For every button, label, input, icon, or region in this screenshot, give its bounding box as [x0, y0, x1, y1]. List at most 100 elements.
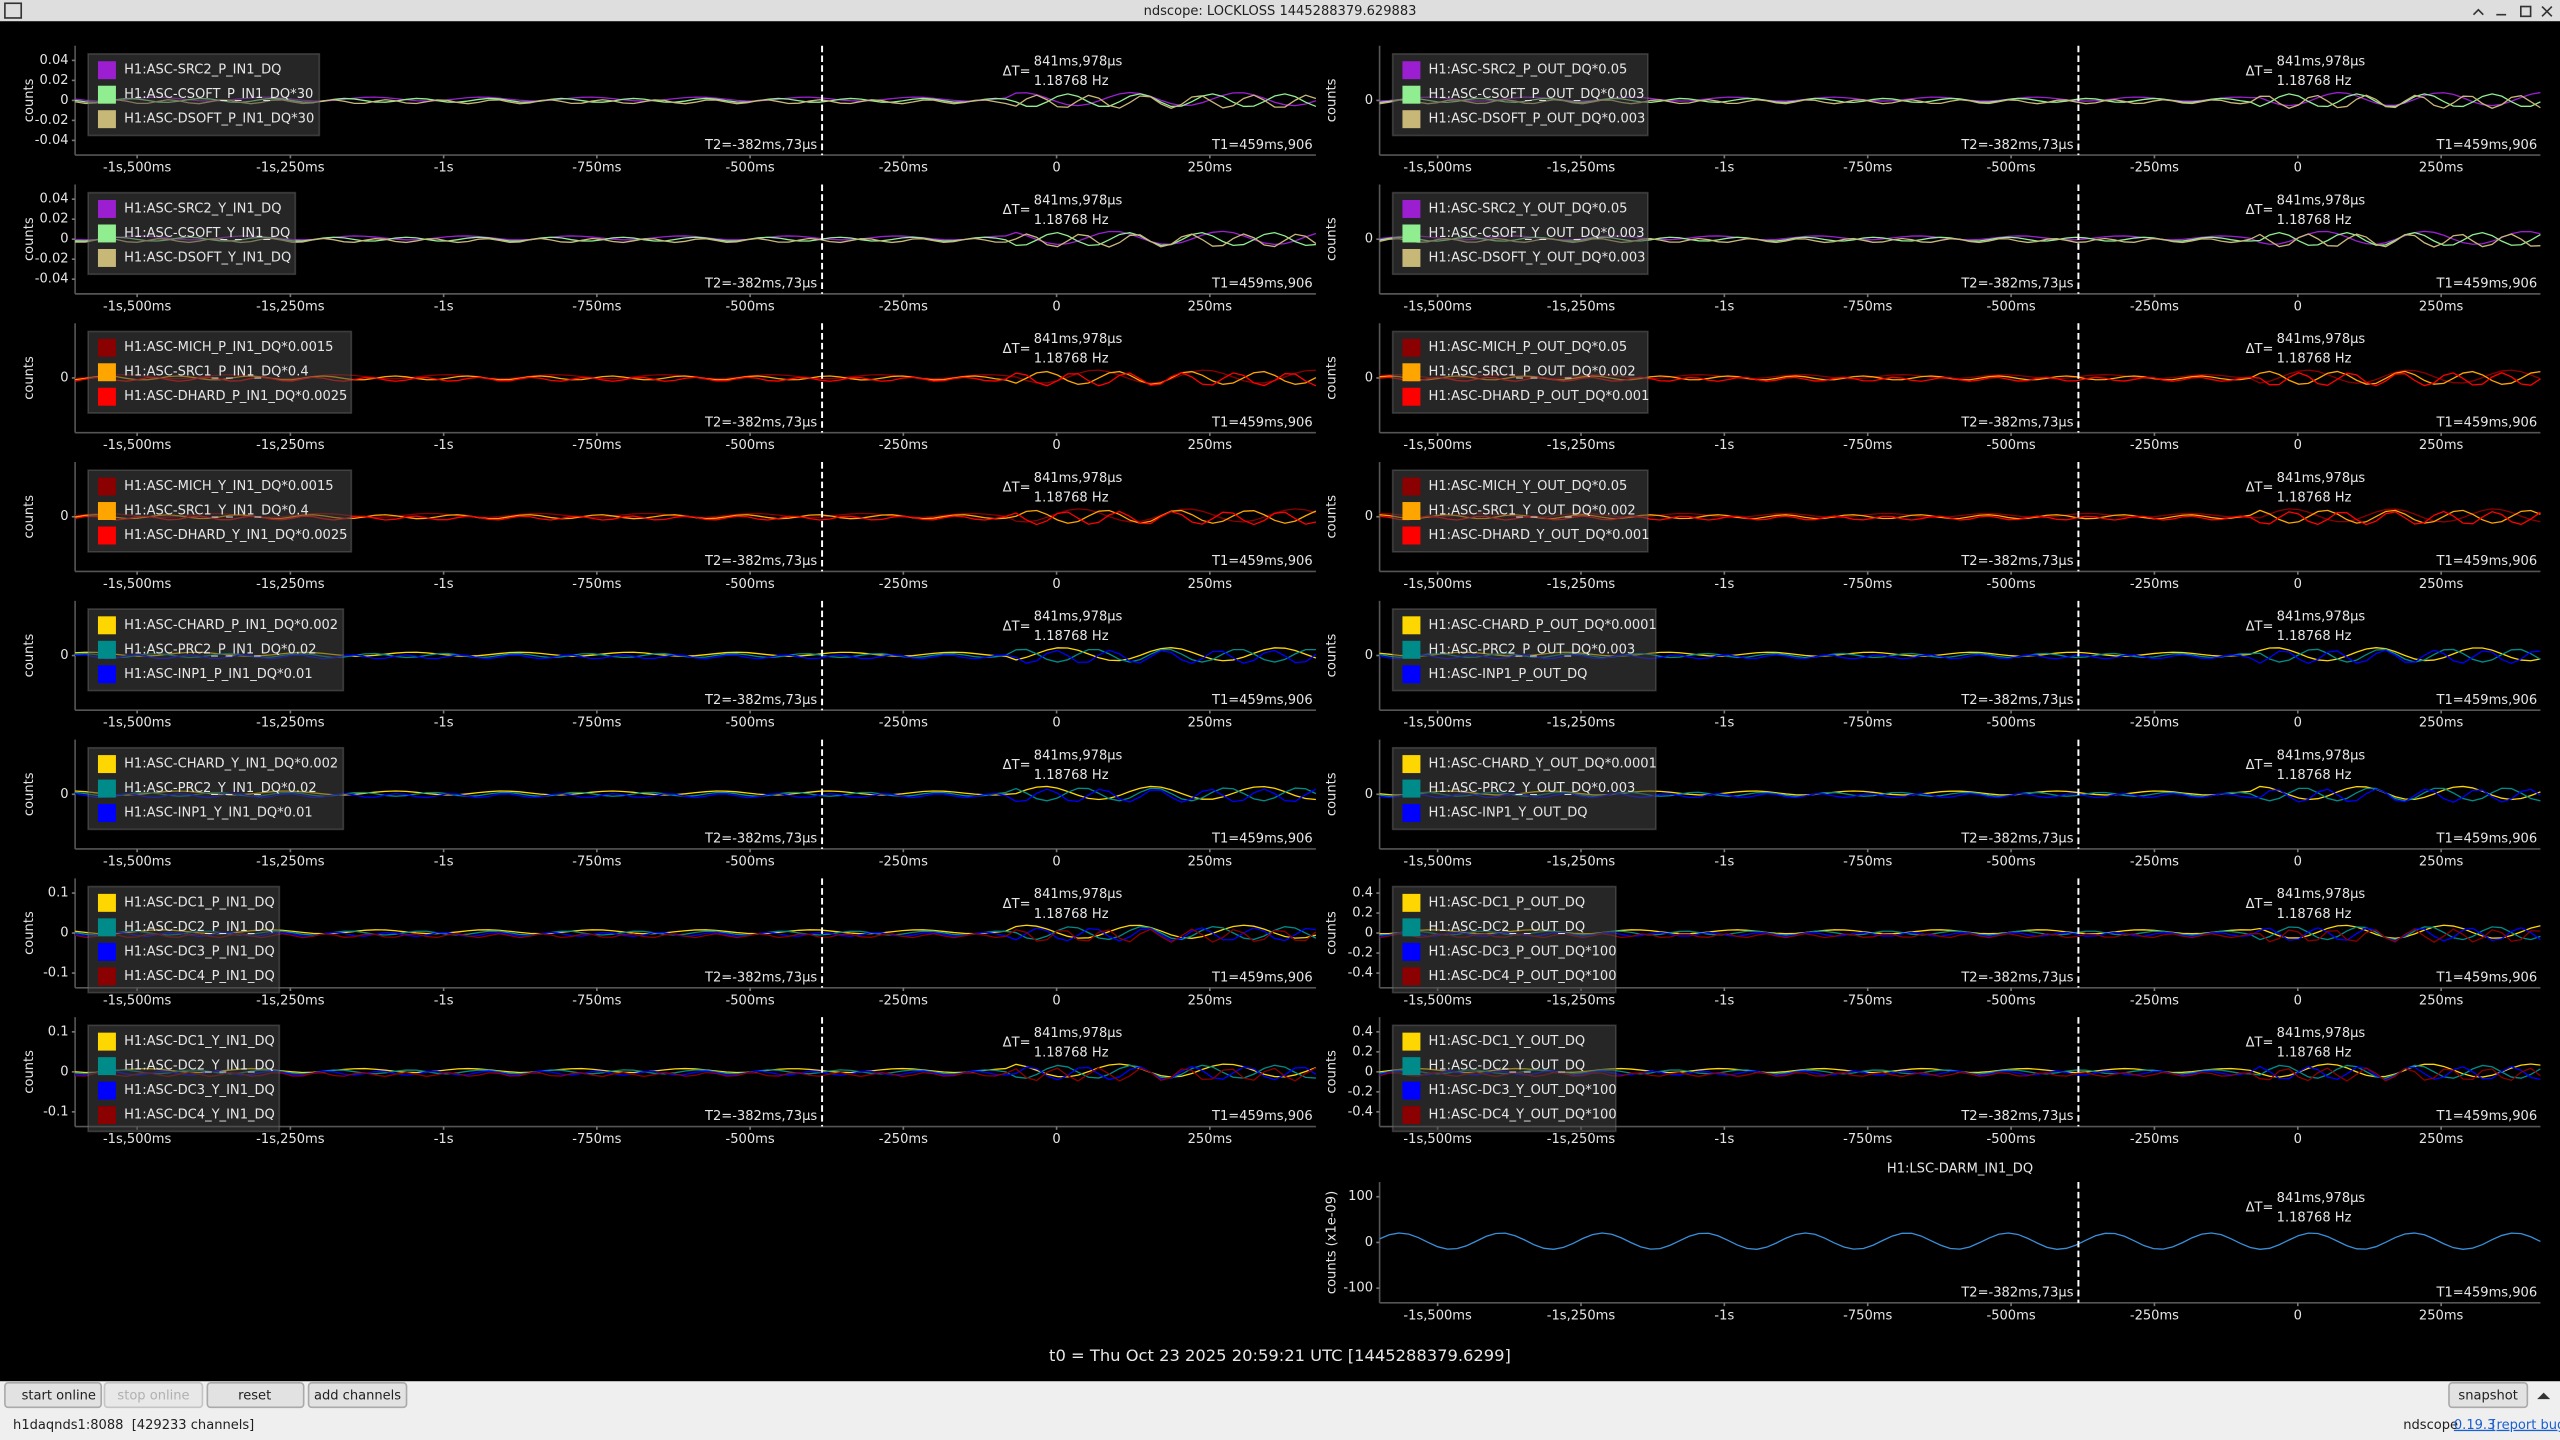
y-tick-label: 0: [1365, 926, 1373, 941]
legend-entry: H1:ASC-DC3_P_OUT_DQ*100: [1429, 944, 1617, 959]
legend-swatch: [97, 665, 116, 684]
version-link[interactable]: 0.19.3: [2454, 1418, 2496, 1433]
legend-swatch: [1402, 526, 1421, 545]
snapshot-button[interactable]: snapshot: [2448, 1382, 2529, 1409]
x-tick-label: -1s: [434, 716, 454, 731]
x-tick-label: -1s: [434, 577, 454, 592]
legend-entry: H1:ASC-SRC2_P_IN1_DQ: [124, 63, 281, 78]
legend-swatch: [97, 616, 116, 635]
x-tick-label: 0: [1052, 299, 1060, 314]
legend-entry: H1:ASC-CSOFT_Y_IN1_DQ: [124, 226, 290, 241]
y-tick-label: 0: [1365, 370, 1373, 385]
legend-swatch: [1402, 387, 1421, 406]
delta-t-value: 841ms,978µs: [1034, 1026, 1123, 1041]
legend-swatch: [97, 1032, 116, 1051]
legend-entry: H1:ASC-MICH_P_IN1_DQ*0.0015: [124, 340, 333, 355]
x-tick-label: 0: [1052, 1132, 1060, 1147]
y-tick-label: -0.2: [1348, 946, 1373, 961]
delta-t-value: 841ms,978µs: [2277, 1026, 2366, 1041]
legend-swatch: [1402, 918, 1421, 937]
legend-entry: H1:ASC-DHARD_P_OUT_DQ*0.001: [1429, 389, 1650, 404]
window-collapse[interactable]: [2472, 8, 2484, 16]
legend-swatch: [97, 967, 116, 986]
x-tick-label: -1s,500ms: [1403, 716, 1472, 731]
legend-entry: H1:ASC-CHARD_P_IN1_DQ*0.002: [124, 618, 338, 633]
delta-t-value: 841ms,978µs: [1034, 332, 1123, 347]
x-tick-label: -750ms: [1843, 716, 1892, 731]
x-tick-label: -500ms: [726, 716, 775, 731]
x-tick-label: -750ms: [572, 716, 621, 731]
delta-t-label: ΔT=: [2246, 758, 2274, 773]
delta-t-value: 841ms,978µs: [1034, 748, 1123, 763]
x-tick-label: -750ms: [572, 438, 621, 453]
x-tick-label: -1s: [1714, 161, 1734, 176]
t2-label: T2=-382ms,73µs: [1960, 554, 2073, 569]
plot-panel: counts 0 -1s,500ms -1s,250ms -1s -750ms -500ms…: [1325, 184, 2541, 314]
legend-swatch: [97, 248, 116, 267]
y-axis-label: counts: [22, 772, 37, 816]
x-tick-label: -1s,250ms: [1547, 1308, 1616, 1323]
legend-entry: H1:ASC-SRC2_Y_IN1_DQ: [124, 201, 281, 216]
legend-entry: H1:ASC-DC1_P_OUT_DQ: [1429, 895, 1586, 910]
x-tick-label: -500ms: [726, 577, 775, 592]
window-maximize[interactable]: [2520, 5, 2532, 18]
button-label[interactable]: reset: [238, 1388, 271, 1403]
y-axis-label: counts: [1325, 495, 1340, 539]
t2-label: T2=-382ms,73µs: [1960, 138, 2073, 153]
plot-panel: counts 0 -1s,500ms -1s,250ms -1s -750ms -500ms…: [22, 739, 1317, 870]
legend-entry: H1:ASC-DSOFT_Y_IN1_DQ: [124, 250, 291, 265]
y-axis-label: counts: [22, 495, 37, 539]
legend-entry: H1:ASC-MICH_Y_OUT_DQ*0.05: [1429, 479, 1628, 494]
legend-swatch: [97, 893, 116, 912]
x-tick-label: -500ms: [1987, 161, 2036, 176]
delta-t-frequency: 1.18768 Hz: [1034, 629, 1109, 644]
legend-swatch: [1402, 942, 1421, 961]
legend-swatch: [1402, 1081, 1421, 1100]
delta-t-label: ΔT=: [2246, 64, 2274, 79]
x-tick-label: -1s,250ms: [256, 161, 325, 176]
button-label[interactable]: add channels: [314, 1388, 401, 1403]
report-bug-link[interactable]: [report bug]: [2491, 1418, 2560, 1433]
delta-t-value: 841ms,978µs: [2277, 55, 2366, 70]
window-close[interactable]: [2541, 5, 2553, 17]
add-channels-button[interactable]: add channels: [307, 1382, 408, 1409]
x-tick-label: -1s,250ms: [1547, 161, 1616, 176]
t2-label: T2=-382ms,73µs: [704, 554, 817, 569]
y-axis-label: counts: [22, 356, 37, 400]
legend-swatch: [1402, 224, 1421, 243]
reset-button[interactable]: reset: [206, 1382, 305, 1409]
plot-panel: counts 0 -1s,500ms -1s,250ms -1s -750ms -500ms…: [22, 323, 1317, 453]
y-tick-label: 0: [60, 509, 68, 524]
start-online-button[interactable]: start online: [4, 1382, 103, 1409]
delta-t-frequency: 1.18768 Hz: [2277, 352, 2352, 367]
delta-t-label: ΔT=: [1003, 897, 1031, 912]
y-tick-label: -0.4: [1348, 1104, 1373, 1119]
x-tick-label: 0: [2294, 1308, 2302, 1323]
y-axis-label: counts: [1325, 911, 1340, 955]
legend-swatch: [1402, 755, 1421, 774]
x-tick-label: 0: [1052, 438, 1060, 453]
delta-t-label: ΔT=: [2246, 619, 2274, 634]
y-tick-label: 0.2: [1352, 906, 1373, 921]
y-tick-label: -0.1: [43, 1104, 68, 1119]
menu-arrow[interactable]: [2537, 1392, 2551, 1400]
y-tick-label: 0: [60, 926, 68, 941]
x-tick-label: -1s,500ms: [103, 438, 172, 453]
t2-label: T2=-382ms,73µs: [704, 970, 817, 985]
button-label[interactable]: snapshot: [2458, 1388, 2518, 1403]
delta-t-frequency: 1.18768 Hz: [2277, 1210, 2352, 1225]
y-tick-label: 0: [1365, 509, 1373, 524]
trace: [74, 926, 1317, 941]
x-tick-label: 250ms: [1188, 577, 1233, 592]
legend-box: [1391, 608, 1657, 692]
legend-swatch: [1402, 1106, 1421, 1125]
button-label[interactable]: start online: [22, 1388, 96, 1403]
x-tick-label: 250ms: [1188, 299, 1233, 314]
t2-label: T2=-382ms,73µs: [1960, 1286, 2073, 1301]
legend-swatch: [1402, 1057, 1421, 1076]
t1-label: T1=459ms,906: [2435, 970, 2537, 985]
legend-swatch: [1402, 665, 1421, 684]
trace: [74, 927, 1316, 942]
delta-t-frequency: 1.18768 Hz: [1034, 74, 1109, 89]
legend-box: [1391, 53, 1649, 137]
